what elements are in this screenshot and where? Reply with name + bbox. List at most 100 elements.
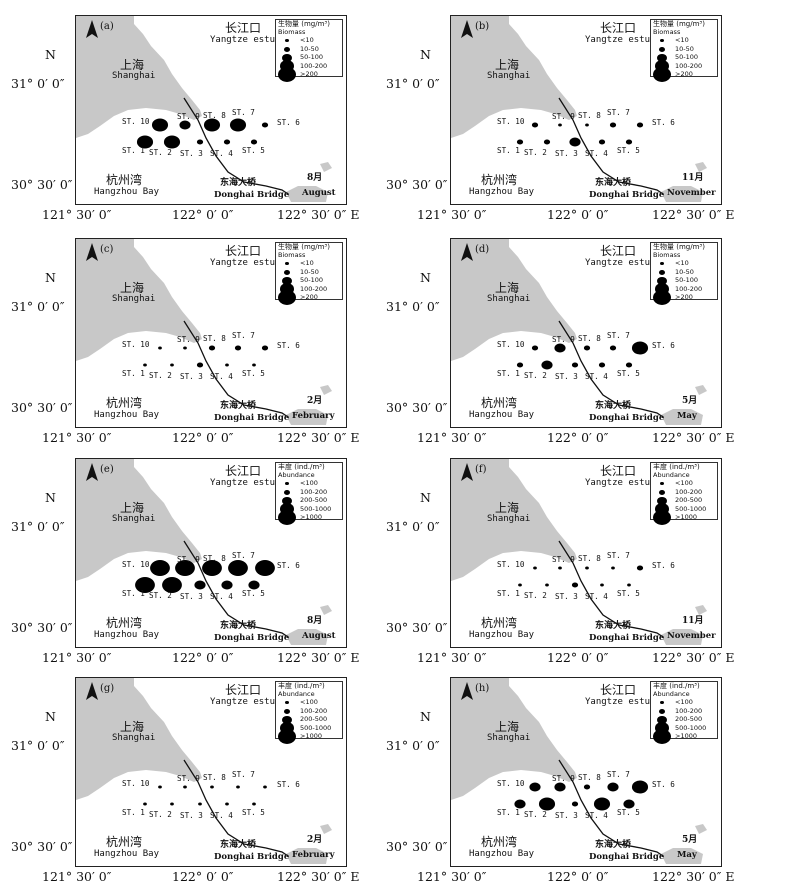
station-dot-4 (225, 363, 229, 367)
lat-upper-label: 31° 0′ 0″ (11, 738, 65, 753)
legend-item-label: 100-200 (675, 284, 703, 293)
bridge-cn-label: 东海大桥 (220, 401, 257, 411)
month-cn-label: 8月 (307, 616, 323, 626)
bridge-en-label: Donghai Bridge (214, 633, 290, 643)
legend-dot (657, 715, 667, 724)
legend-title: 丰度 (ind./m³) (653, 682, 700, 690)
bay-cn-label: 杭州湾 (481, 616, 518, 630)
lon-right-label: 122° 30′ 0″ E (652, 430, 735, 445)
island-landmass (661, 186, 703, 202)
legend-dot (660, 262, 664, 265)
lat-upper-label: 31° 0′ 0″ (11, 76, 65, 91)
bridge-cn-label: 东海大桥 (595, 178, 632, 188)
lat-n-label: N (45, 47, 56, 62)
station-dot-9 (554, 343, 566, 353)
lon-mid-label: 122° 0′ 0″ (547, 207, 609, 222)
station-label-4: ST. 4 (210, 372, 233, 381)
station-label-5: ST. 5 (242, 369, 265, 378)
month-en-label: May (677, 850, 697, 860)
station-label-3: ST. 3 (180, 149, 203, 158)
month-cn-label: 11月 (682, 616, 704, 626)
station-dot-5 (625, 362, 633, 368)
legend-item-label: 50-100 (675, 53, 699, 61)
station-dot-2 (545, 583, 549, 587)
estuary-en-label: Yangtze estuary (210, 258, 292, 268)
map-panel-b: (b) 长江口 Yangtze estuary 上海 Shanghai 杭州湾 Hangzh… (450, 15, 722, 205)
legend-subtitle: Biomass (278, 251, 306, 259)
legend-box: 丰度 (ind./m³) Abundance <100 100-200 200-500 5… (650, 681, 718, 744)
lon-right-label: 122° 30′ 0″ E (652, 207, 735, 222)
lat-lower-label: 30° 30′ 0″ (11, 400, 73, 415)
legend-dot (282, 276, 292, 285)
station-dot-10 (533, 566, 537, 570)
shanghai-cn-label: 上海 (120, 501, 145, 515)
station-dot-2 (541, 360, 553, 370)
lat-n-label: N (45, 709, 56, 724)
lon-left-label: 121° 30′ 0″ (417, 869, 487, 884)
north-arrow-icon (461, 243, 473, 261)
station-label-8: ST. 8 (203, 334, 226, 343)
lon-left-label: 121° 30′ 0″ (42, 430, 112, 445)
donghai-bridge-line (558, 320, 664, 418)
station-dot-10 (158, 785, 162, 789)
shanghai-en-label: Shanghai (487, 294, 531, 304)
station-label-1: ST. 1 (497, 808, 520, 817)
lon-right-label: 122° 30′ 0″ E (277, 430, 360, 445)
station-label-1: ST. 1 (122, 146, 145, 155)
estuary-cn-label: 长江口 (600, 244, 637, 258)
legend-item-3: 50-100 (278, 276, 342, 285)
month-en-label: November (667, 188, 716, 198)
station-dot-9 (558, 566, 562, 570)
lon-mid-label: 122° 0′ 0″ (172, 650, 234, 665)
legend-item-3: 50-100 (653, 276, 717, 285)
month-cn-label: 2月 (307, 835, 323, 845)
station-label-6: ST. 6 (277, 341, 300, 350)
legend-item-label: 50-100 (675, 276, 699, 284)
station-label-9: ST. 9 (177, 774, 200, 783)
legend-item-3: 200-500 (278, 715, 342, 724)
legend-item-label: <100 (300, 698, 318, 706)
legend-item-5: >1000 (653, 510, 717, 525)
panel-corner-label: (b) (475, 21, 490, 32)
station-dot-2 (170, 802, 174, 806)
shanghai-cn-label: 上海 (120, 720, 145, 734)
islet-landmass (320, 605, 332, 615)
legend-item-label: 50-100 (300, 53, 324, 61)
bay-cn-label: 杭州湾 (106, 835, 143, 849)
lat-n-label: N (45, 490, 56, 505)
station-label-8: ST. 8 (203, 773, 226, 782)
lon-mid-label: 122° 0′ 0″ (172, 207, 234, 222)
bay-cn-label: 杭州湾 (106, 616, 143, 630)
legend-item-label: 100-200 (675, 61, 703, 70)
legend-title: 生物量 (mg/m³) (278, 243, 330, 251)
legend-item-label: >200 (300, 70, 318, 78)
legend-item-label: 100-200 (300, 284, 328, 293)
estuary-cn-label: 长江口 (225, 683, 262, 697)
shanghai-landmass (451, 678, 577, 800)
island-landmass (661, 629, 703, 645)
shanghai-cn-label: 上海 (495, 58, 520, 72)
estuary-en-label: Yangtze estuary (210, 697, 292, 707)
legend-item-label: 500-1000 (300, 723, 332, 732)
month-en-label: February (292, 850, 335, 860)
station-label-2: ST. 2 (524, 148, 547, 157)
station-label-2: ST. 2 (524, 371, 547, 380)
islet-landmass (320, 385, 332, 395)
station-label-8: ST. 8 (578, 111, 601, 120)
station-dot-5 (625, 139, 633, 145)
island-landmass (661, 848, 703, 864)
legend-item-label: 100-200 (300, 706, 328, 715)
station-dot-4 (223, 139, 231, 145)
bay-cn-label: 杭州湾 (481, 835, 518, 849)
legend-dot (284, 269, 290, 275)
station-label-10: ST. 10 (497, 779, 525, 788)
station-label-2: ST. 2 (524, 810, 547, 819)
lat-lower-label: 30° 30′ 0″ (11, 177, 73, 192)
month-cn-label: 5月 (682, 396, 698, 406)
station-label-2: ST. 2 (149, 148, 172, 157)
station-dot-10 (531, 345, 539, 351)
land-map (451, 16, 707, 202)
legend-item-2: 100-200 (653, 488, 717, 497)
lon-right-label: 122° 30′ 0″ E (652, 650, 735, 665)
shanghai-en-label: Shanghai (112, 71, 156, 81)
